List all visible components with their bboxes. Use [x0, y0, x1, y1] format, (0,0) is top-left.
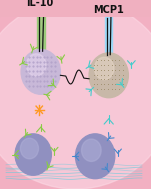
Text: MCP1: MCP1	[93, 5, 124, 15]
Circle shape	[15, 134, 51, 175]
Bar	[105, 17, 112, 55]
Bar	[37, 10, 45, 51]
Text: IL-10: IL-10	[26, 0, 53, 8]
Circle shape	[21, 50, 60, 94]
Circle shape	[20, 138, 39, 159]
Circle shape	[26, 54, 46, 76]
Circle shape	[94, 57, 114, 80]
Circle shape	[89, 53, 128, 98]
Circle shape	[76, 134, 115, 179]
Circle shape	[82, 139, 101, 161]
